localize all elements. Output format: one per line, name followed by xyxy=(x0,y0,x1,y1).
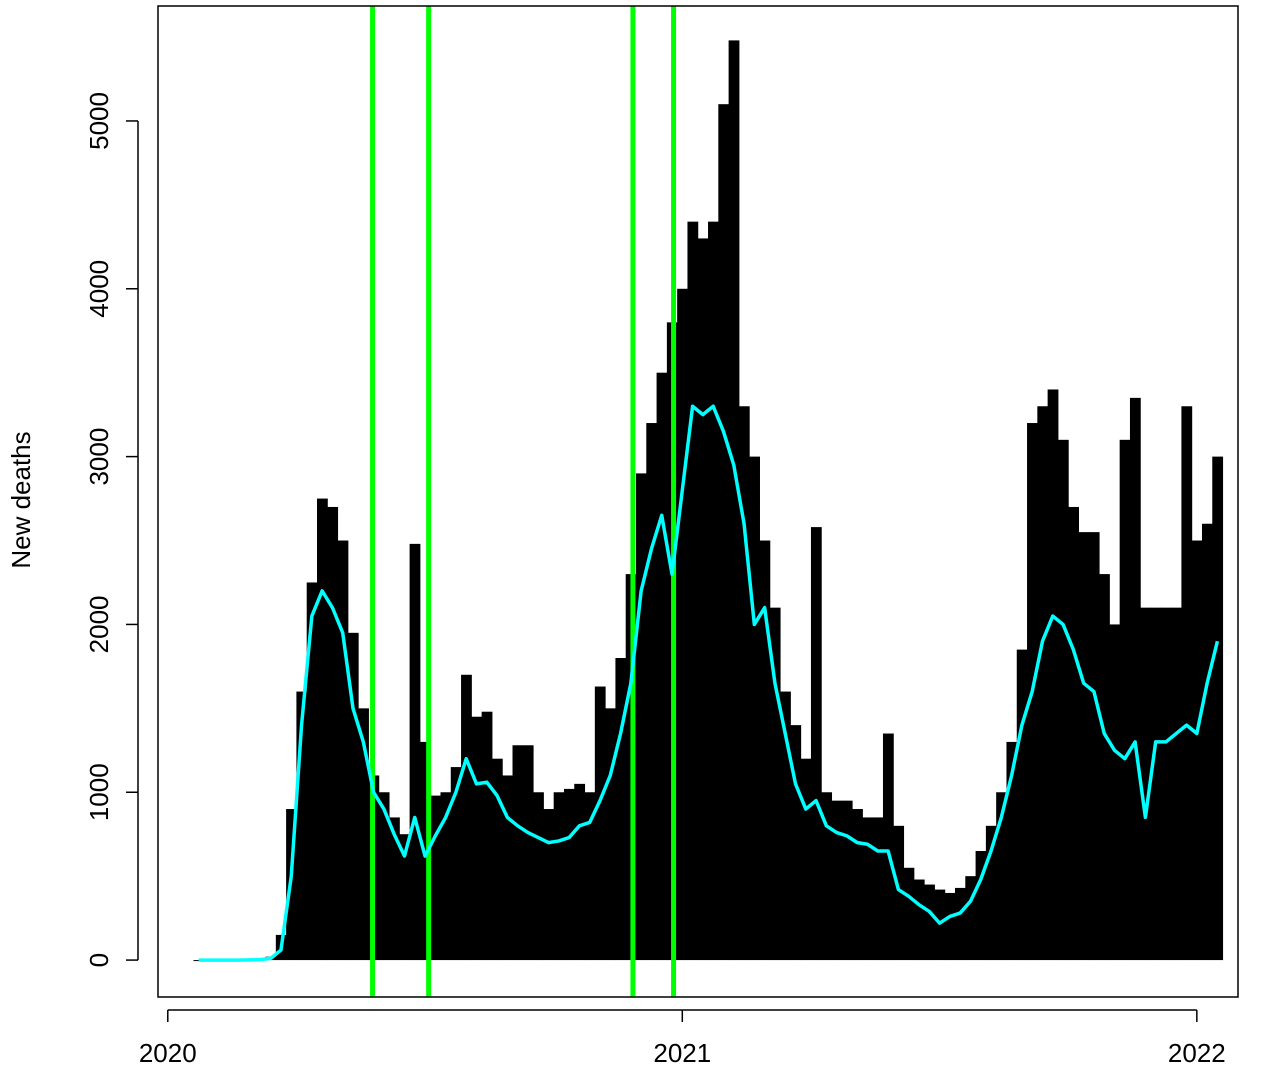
bar xyxy=(491,758,503,961)
bar xyxy=(1201,523,1213,961)
bar xyxy=(337,540,349,961)
bar xyxy=(831,800,843,961)
bar xyxy=(553,792,565,961)
bar xyxy=(1006,741,1018,961)
plot-frame xyxy=(157,5,1239,998)
bar xyxy=(296,691,308,961)
bar xyxy=(1129,397,1141,961)
bar xyxy=(944,892,956,961)
bar xyxy=(594,686,606,961)
bar xyxy=(1047,389,1059,961)
bar xyxy=(347,632,359,961)
y-tick-label: 1000 xyxy=(84,763,114,821)
bar xyxy=(1160,607,1172,961)
bar xyxy=(903,867,915,961)
bar xyxy=(440,792,452,961)
bar xyxy=(852,809,863,961)
bar xyxy=(512,745,524,961)
bar xyxy=(409,543,421,961)
line xyxy=(198,404,1220,962)
bar xyxy=(646,423,658,961)
bar xyxy=(1016,649,1028,961)
bar xyxy=(471,716,483,961)
bar xyxy=(1088,532,1100,961)
bar xyxy=(913,879,925,961)
bar xyxy=(450,767,462,961)
bar xyxy=(708,221,719,961)
bar xyxy=(893,825,905,961)
bar xyxy=(1119,439,1131,961)
bar xyxy=(841,800,853,961)
x-tick-label: 2020 xyxy=(139,1038,197,1068)
bar xyxy=(574,783,586,961)
y-tick-label: 3000 xyxy=(84,428,114,486)
bar xyxy=(306,582,318,961)
bar xyxy=(955,887,966,961)
x-tick-label: 2022 xyxy=(1168,1038,1226,1068)
bar xyxy=(780,691,791,961)
bar xyxy=(924,884,935,961)
bar xyxy=(1057,439,1069,961)
y-tick-label: 2000 xyxy=(84,596,114,654)
bar xyxy=(677,288,688,961)
bar xyxy=(615,657,627,961)
bar xyxy=(316,498,328,961)
bar xyxy=(821,792,833,961)
bar xyxy=(985,825,997,961)
bar xyxy=(399,834,411,961)
bar xyxy=(605,708,616,961)
bar xyxy=(1037,406,1049,961)
bar xyxy=(635,473,647,961)
bar xyxy=(1191,540,1203,961)
y-axis-label: New deaths xyxy=(6,431,36,568)
bar xyxy=(975,850,987,961)
y-tick-label: 5000 xyxy=(84,92,114,150)
bar xyxy=(996,792,1007,961)
y-tick-label: 0 xyxy=(84,953,114,967)
bar xyxy=(358,708,369,961)
bar xyxy=(533,792,544,961)
bar xyxy=(502,775,514,961)
bar xyxy=(1109,624,1121,961)
bar xyxy=(1068,506,1079,961)
bar xyxy=(800,758,812,961)
bar xyxy=(862,817,874,961)
bar xyxy=(430,795,441,961)
bar xyxy=(1140,607,1152,961)
bar xyxy=(749,456,760,961)
bar xyxy=(759,540,771,961)
bar xyxy=(656,372,668,961)
bar xyxy=(718,104,730,961)
bar xyxy=(882,733,894,961)
bar xyxy=(1078,532,1090,961)
bar xyxy=(1150,607,1162,961)
bar xyxy=(810,527,822,961)
x-tick-label: 2021 xyxy=(653,1038,711,1068)
bar xyxy=(1171,607,1182,961)
bar xyxy=(738,406,750,961)
bar xyxy=(728,40,740,961)
bar xyxy=(769,607,781,961)
bar xyxy=(1212,456,1224,961)
bar xyxy=(1099,574,1110,961)
bar xyxy=(687,221,699,961)
bar xyxy=(481,711,493,961)
bar xyxy=(965,876,977,961)
bar xyxy=(790,725,802,961)
bar xyxy=(378,792,390,961)
bar xyxy=(1181,406,1193,961)
bar xyxy=(872,817,884,961)
bar xyxy=(522,745,534,961)
bar xyxy=(461,674,472,961)
bar xyxy=(389,817,400,961)
bar xyxy=(563,788,575,961)
bar xyxy=(327,506,339,961)
y-tick-label: 4000 xyxy=(84,260,114,318)
bar xyxy=(543,809,555,961)
bar xyxy=(697,238,709,961)
bar xyxy=(584,792,596,961)
